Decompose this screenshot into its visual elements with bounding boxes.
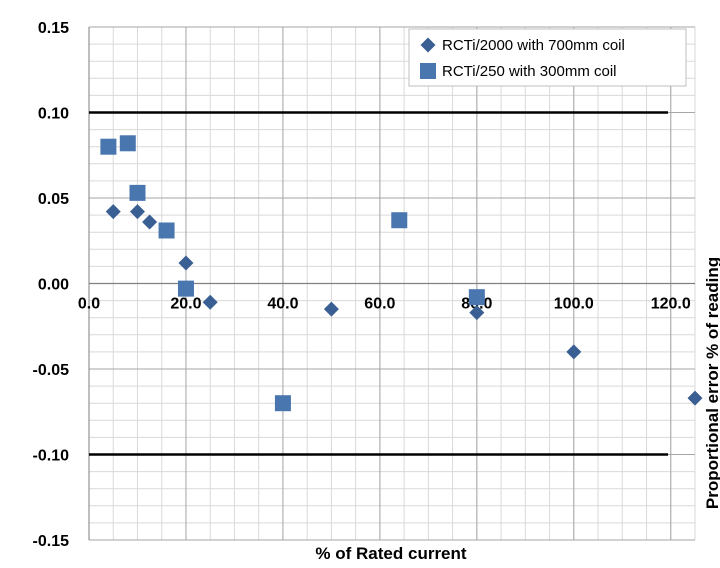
data-point-diamond [323, 301, 339, 317]
y-tick-label: -0.05 [33, 362, 70, 379]
data-points [100, 135, 703, 412]
legend-label: RCTi/2000 with 700mm coil [442, 37, 625, 54]
data-point-square [177, 280, 194, 297]
y-tick-label: -0.15 [33, 533, 70, 550]
y-axis-title: Proportional error % of reading [703, 257, 720, 509]
x-tick-label: 120.0 [651, 296, 691, 313]
y-tick-label: 0.10 [38, 106, 69, 123]
data-point-square [100, 138, 117, 155]
legend-box [408, 28, 687, 87]
data-point-square [129, 184, 146, 201]
y-tick-label: 0.05 [38, 191, 69, 208]
data-point-square [119, 135, 136, 152]
y-axis-tick-labels: 0.15 0.10 0.05 0.00 -0.05 -0.10 -0.15 [33, 20, 70, 550]
data-point-diamond [566, 344, 582, 360]
legend: RCTi/2000 with 700mm coil RCTi/250 with 3… [408, 28, 687, 87]
data-point-diamond [687, 390, 703, 406]
legend-marker-diamond [420, 37, 436, 53]
data-point-diamond [178, 255, 194, 271]
x-axis-title: % of Rated current [315, 544, 466, 563]
data-point-diamond [202, 294, 218, 310]
data-point-diamond [469, 305, 485, 321]
x-tick-label: 0.0 [78, 296, 100, 313]
reference-lines [89, 111, 668, 456]
legend-label: RCTi/250 with 300mm coil [442, 63, 617, 80]
data-point-diamond [129, 204, 145, 220]
x-tick-label: 20.0 [170, 296, 201, 313]
x-tick-label: 100.0 [554, 296, 594, 313]
y-tick-label: 0.00 [38, 277, 69, 294]
data-point-diamond [105, 204, 121, 220]
data-point-square [468, 289, 485, 306]
legend-marker-square [420, 63, 436, 79]
data-point-square [391, 212, 408, 229]
x-tick-label: 40.0 [267, 296, 298, 313]
y-tick-label: -0.10 [33, 448, 70, 465]
x-tick-label: 60.0 [364, 296, 395, 313]
data-point-diamond [142, 214, 158, 230]
data-point-square [158, 222, 175, 239]
data-point-square [274, 395, 291, 412]
y-tick-label: 0.15 [38, 20, 69, 37]
